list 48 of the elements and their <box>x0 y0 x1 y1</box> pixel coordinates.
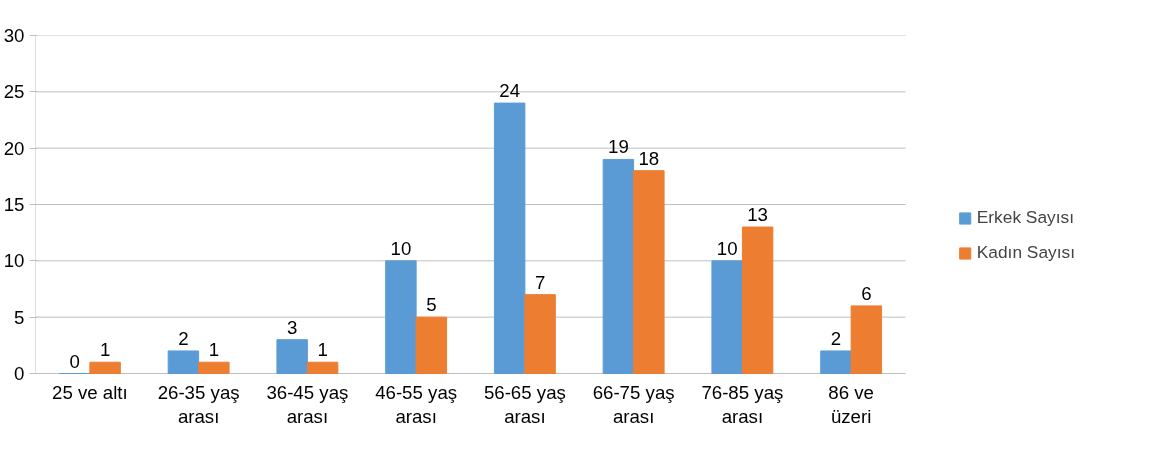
bar <box>89 361 121 374</box>
y-tick-label: 20 <box>3 137 25 159</box>
data-label: 24 <box>499 80 521 102</box>
bar <box>276 339 308 374</box>
data-label: 10 <box>716 237 738 259</box>
data-label: 1 <box>317 339 328 361</box>
x-tick-label: 86 ve üzeri <box>828 381 874 427</box>
bar <box>198 361 230 374</box>
x-tick-label: 66-75 yaş arası <box>592 381 675 427</box>
data-label: 19 <box>608 136 629 158</box>
x-tick-label: 76-85 yaş arası <box>701 381 784 427</box>
y-tick-label: 15 <box>3 194 25 215</box>
data-label: 7 <box>534 271 546 293</box>
data-label: 13 <box>747 204 768 226</box>
data-label: 2 <box>830 327 842 349</box>
bar <box>741 226 774 374</box>
data-label: 1 <box>99 339 111 361</box>
data-label: 1 <box>208 339 220 361</box>
y-tick-label: 30 <box>3 25 25 46</box>
bar <box>167 350 200 374</box>
bar <box>385 260 417 374</box>
data-label: 0 <box>69 350 80 372</box>
data-label: 2 <box>178 327 189 349</box>
bar <box>306 361 339 374</box>
bar <box>850 305 883 374</box>
data-label: 5 <box>426 294 437 316</box>
data-label: 6 <box>861 282 872 304</box>
x-tick-label: 25 ve altı <box>52 381 128 403</box>
bar <box>820 350 852 374</box>
y-tick-label: 0 <box>14 363 25 384</box>
x-tick-label: 26-35 yaş arası <box>157 381 240 427</box>
y-tick-label: 5 <box>14 306 25 328</box>
data-label: 18 <box>638 147 660 169</box>
bar <box>633 170 665 374</box>
legend-label: Erkek Sayısı <box>976 207 1075 228</box>
bar <box>415 316 448 374</box>
bar <box>711 260 743 374</box>
x-tick-label: 36-45 yaş arası <box>266 381 349 427</box>
data-label: 3 <box>286 316 298 338</box>
x-tick-label: 46-55 yaş arası <box>375 381 458 427</box>
y-tick-label: 25 <box>3 81 25 103</box>
bar <box>524 294 556 374</box>
x-tick-label: 56-65 yaş arası <box>483 381 566 427</box>
bar <box>602 158 635 374</box>
data-label: 10 <box>390 237 412 259</box>
legend-label: Kadın Sayısı <box>976 242 1075 263</box>
bar <box>493 102 526 374</box>
y-tick-label: 10 <box>3 250 25 272</box>
